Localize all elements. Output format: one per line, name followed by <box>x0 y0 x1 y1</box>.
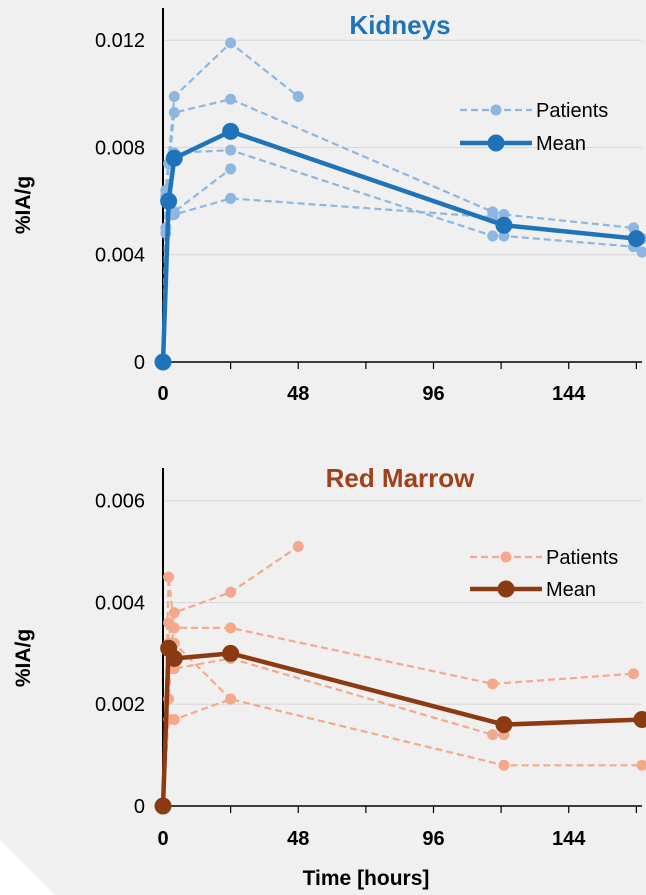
x-tick-label: 48 <box>287 383 309 405</box>
patient-data-point <box>628 668 640 680</box>
mean-data-point <box>633 711 646 728</box>
patient-data-point <box>168 91 180 103</box>
legend-patients-label: Patients <box>546 547 618 569</box>
patient-series-line <box>161 576 634 807</box>
patient-data-point <box>168 107 180 119</box>
legend-mean-label: Mean <box>546 579 596 601</box>
chart-title: Red Marrow <box>326 463 476 493</box>
mean-series-line <box>160 128 637 363</box>
x-tick-label: 96 <box>422 828 444 850</box>
patient-data-point <box>168 607 180 619</box>
x-tick-label: 0 <box>157 828 168 850</box>
patient-data-point <box>225 93 237 105</box>
patient-data-point <box>636 246 646 258</box>
patient-data-point <box>225 163 237 175</box>
y-tick-label: 0 <box>134 352 145 374</box>
x-tick-label: 48 <box>287 828 309 850</box>
patient-data-point <box>498 759 510 771</box>
mean-series-line <box>160 640 643 807</box>
patient-data-point <box>487 729 499 741</box>
patient-data-point <box>292 541 304 552</box>
patient-data-point <box>225 622 237 634</box>
y-tick-label: 0 <box>134 796 145 818</box>
patient-data-point <box>225 693 237 705</box>
patient-data-point <box>168 714 180 725</box>
mean-data-point <box>627 230 645 248</box>
patient-series-line <box>161 197 505 363</box>
patient-data-point <box>163 617 175 629</box>
legend-patients-label: Patients <box>536 100 608 122</box>
patient-data-point <box>487 230 499 242</box>
mean-data-point <box>165 149 183 167</box>
mean-data-point <box>154 797 172 815</box>
chart-title: Kidneys <box>349 10 450 40</box>
x-tick-label: 144 <box>552 383 586 405</box>
y-axis-label: %IA/g <box>12 629 35 687</box>
patient-data-point <box>292 91 304 103</box>
patient-data-point <box>225 586 237 598</box>
y-tick-label: 0.004 <box>95 245 145 267</box>
mean-data-point <box>495 216 513 234</box>
patient-data-point <box>225 144 237 156</box>
x-tick-label: 0 <box>157 383 168 405</box>
mean-data-point <box>222 644 240 662</box>
patient-data-point <box>225 192 237 204</box>
y-tick-label: 0.002 <box>95 694 145 716</box>
y-tick-label: 0.012 <box>95 30 145 52</box>
mean-data-point <box>154 353 172 371</box>
y-tick-label: 0.004 <box>95 592 145 614</box>
x-tick-label: 96 <box>422 383 444 405</box>
mean-data-point <box>160 192 178 210</box>
patient-data-point <box>636 759 646 771</box>
x-axis-label: Time [hours] <box>303 867 430 890</box>
x-tick-label: 144 <box>552 828 586 850</box>
patient-data-point <box>163 571 175 583</box>
mean-data-point <box>165 649 183 667</box>
legend-patients-marker <box>500 551 512 563</box>
legend-mean-marker <box>497 580 515 598</box>
y-tick-label: 0.008 <box>95 137 145 159</box>
legend-mean-marker <box>487 134 505 152</box>
legend-patients-marker <box>490 104 502 116</box>
legend-mean-label: Mean <box>536 133 586 155</box>
y-axis-label: %IA/g <box>12 176 35 234</box>
patient-data-point <box>168 209 180 221</box>
mean-data-point <box>495 716 513 734</box>
y-tick-label: 0.006 <box>95 491 145 513</box>
patient-data-point <box>225 37 237 49</box>
patient-data-point <box>487 678 499 690</box>
mean-data-point <box>222 122 240 140</box>
